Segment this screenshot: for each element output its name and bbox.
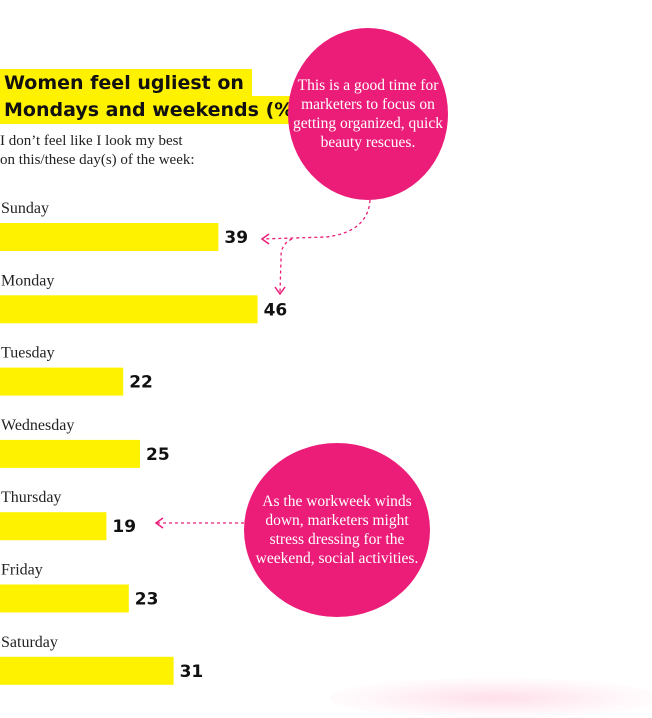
value-label-tuesday: 22 [129,373,153,393]
bar-friday [0,584,129,613]
value-label-wednesday: 25 [146,445,170,465]
chart-title-line-1: Women feel ugliest on [0,69,252,97]
callout-2-arrowhead [154,517,164,529]
category-label-tuesday: Tuesday [1,345,55,362]
callout-1-connector [261,199,371,240]
bar-monday [0,295,258,324]
callout-connectors [154,199,371,529]
bars-group: Sunday 39 Monday 46 Tuesday 22 Wednesday 25 Thur… [0,200,287,685]
bar-sunday [0,223,219,251]
category-label-wednesday: Wednesday [1,417,74,434]
callout-1-branch-monday [279,238,293,293]
value-label-monday: 46 [264,300,288,320]
category-label-friday: Friday [1,562,43,579]
bar-tuesday [0,367,124,396]
value-label-saturday: 31 [180,662,204,682]
chart-subtitle: I don’t feel like I look my best on this… [0,133,195,168]
bar-thursday [0,512,107,541]
callout-1-arrowhead-monday [274,286,286,296]
callout-1-arrowhead-sunday [260,233,270,245]
bar-wednesday [0,439,140,468]
category-label-saturday: Saturday [1,634,58,651]
value-label-sunday: 39 [224,228,248,248]
decorative-glow [330,678,652,718]
callout-bubble-workweek: As the workweek winds down, marketers mi… [244,443,430,617]
value-label-friday: 23 [135,590,159,610]
category-label-monday: Monday [1,272,54,289]
callout-1-text: This is a good time for marketers to foc… [293,77,443,151]
chart-title-line-2: Mondays and weekends (%) [0,96,310,124]
value-label-thursday: 19 [112,517,136,537]
category-label-thursday: Thursday [1,489,61,506]
category-label-sunday: Sunday [1,200,49,217]
callout-2-text: As the workweek winds down, marketers mi… [255,493,419,567]
callout-bubble-weekend: This is a good time for marketers to foc… [288,28,448,200]
bar-saturday [0,656,174,685]
